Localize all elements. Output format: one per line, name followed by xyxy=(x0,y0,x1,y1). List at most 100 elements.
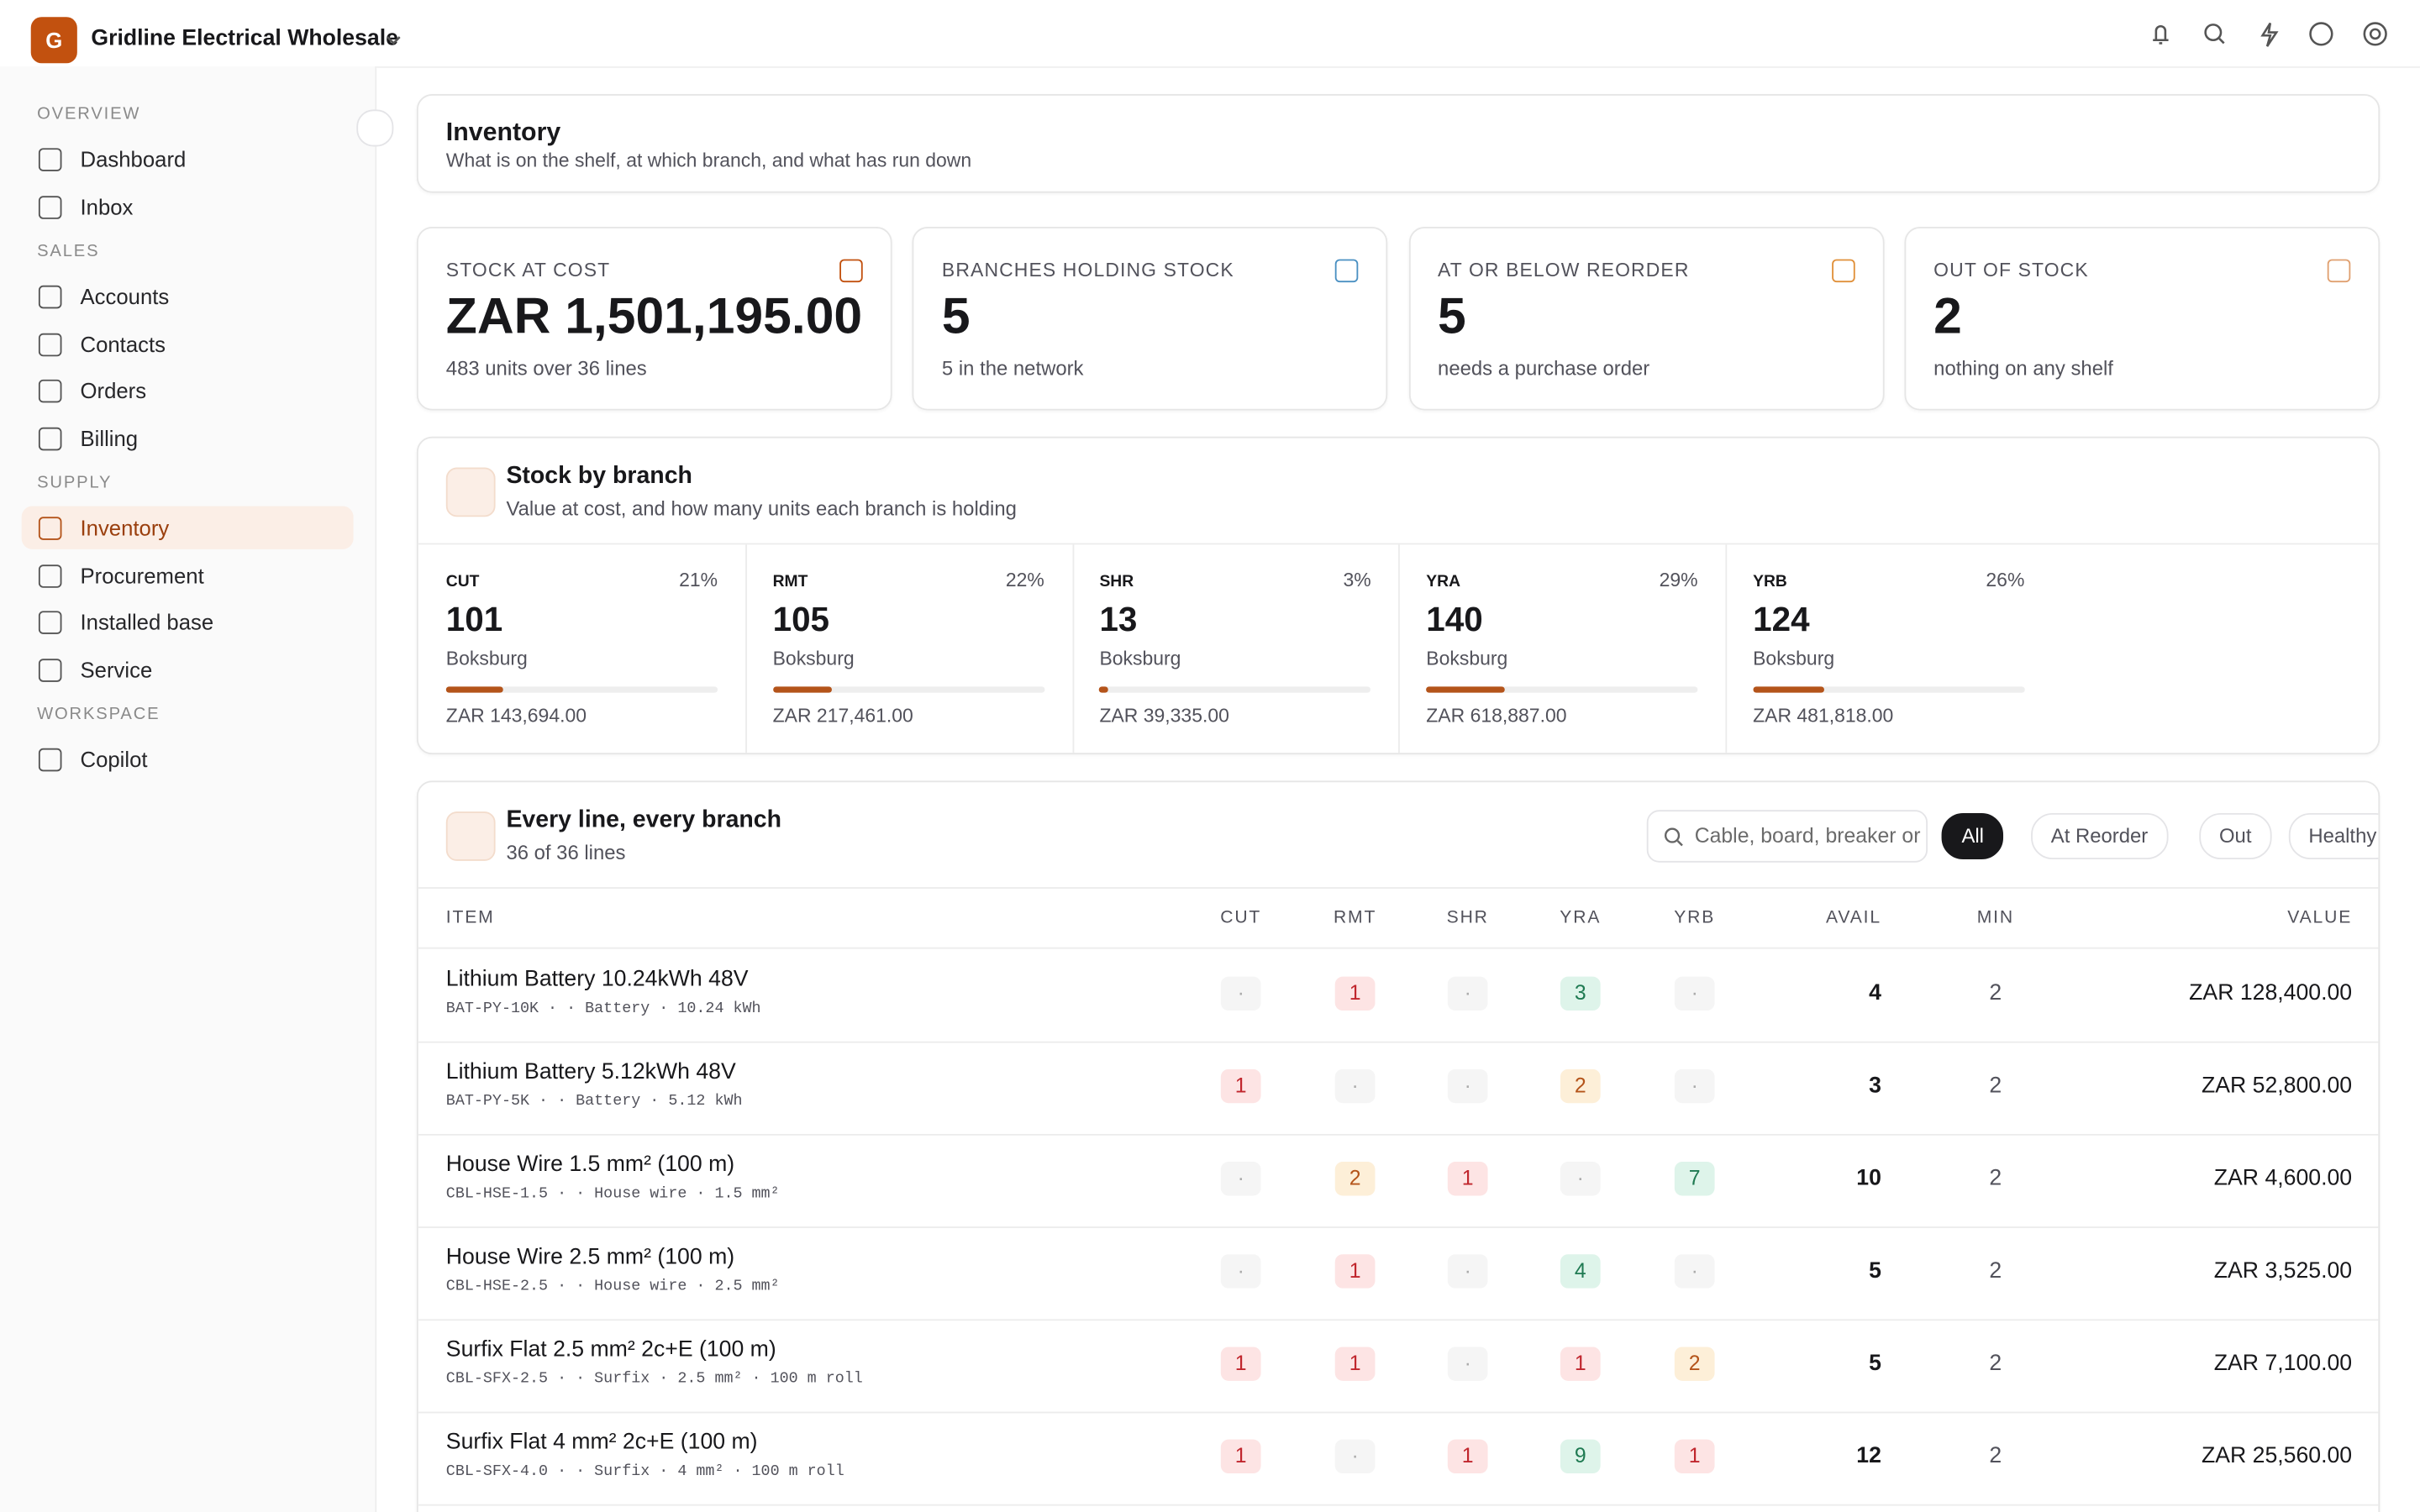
kpi-icon xyxy=(1831,259,1854,283)
branch-code: CUT xyxy=(445,572,480,591)
nav-icon xyxy=(38,658,62,681)
column-header: CUT xyxy=(1220,908,1262,927)
stock-badge: · xyxy=(1447,1254,1488,1289)
branch-units: 140 xyxy=(1426,600,1483,639)
line-value: ZAR 52,800.00 xyxy=(2201,1074,2353,1099)
table-row[interactable]: Lithium Battery 5.12kWh 48V BAT-PY-5K · ·… xyxy=(418,1042,2379,1136)
kpi-note: 5 in the network xyxy=(941,356,1084,380)
branch-cell: YRA 29% 140 Boksburg ZAR 618,887.00 xyxy=(1398,544,1728,753)
page-header: Inventory What is on the shelf, at which… xyxy=(416,94,2381,193)
stock-badge: 1 xyxy=(1447,1439,1488,1474)
branch-value: ZAR 39,335.00 xyxy=(1099,705,1229,727)
filter-pill[interactable]: Healthy xyxy=(2288,812,2379,860)
nav-icon xyxy=(38,379,62,403)
kpi-value: ZAR 1,501,195.00 xyxy=(445,286,863,344)
workspace-logo[interactable]: G xyxy=(30,17,77,64)
stock-badge: 1 xyxy=(1674,1439,1715,1474)
nav-item[interactable]: Procurement xyxy=(22,553,354,596)
item-name: House Wire 1.5 mm² (100 m) xyxy=(445,1152,735,1178)
branch-code: YRA xyxy=(1426,572,1461,591)
branch-share: 29% xyxy=(1659,569,1698,591)
branch-value: ZAR 217,461.00 xyxy=(772,705,913,727)
search-box[interactable]: Cable, board, breaker or SKU xyxy=(1646,810,1928,863)
sidebar xyxy=(0,66,377,1512)
table-row[interactable]: House Wire 1.5 mm² (100 m) CBL-HSE-1.5 · … xyxy=(418,1134,2379,1229)
item-name: Lithium Battery 10.24kWh 48V xyxy=(445,967,749,992)
stock-badge: 1 xyxy=(1220,1068,1261,1104)
nav-item[interactable]: Orders xyxy=(22,369,354,412)
filter-pill[interactable]: At Reorder xyxy=(2030,812,2169,860)
table-card: Every line, every branch 36 of 36 lines … xyxy=(416,780,2381,1512)
branch-title: Stock by branch xyxy=(506,463,692,490)
stock-badge: 1 xyxy=(1220,1439,1261,1474)
avail: 10 xyxy=(1856,1166,1881,1191)
nav-item[interactable]: Accounts xyxy=(22,275,354,318)
branch-city: Boksburg xyxy=(1099,648,1181,670)
kpi-label: BRANCHES HOLDING STOCK xyxy=(941,259,1234,281)
chevron[interactable] xyxy=(384,31,402,50)
line-value: ZAR 7,100.00 xyxy=(2213,1351,2353,1377)
item-meta: CBL-SFX-2.5 · · Surfix · 2.5 mm² · 100 m… xyxy=(445,1371,863,1389)
branch-units: 124 xyxy=(1753,600,1810,639)
toolbar-icons[interactable] xyxy=(2145,18,2392,50)
branch-city: Boksburg xyxy=(1426,648,1508,670)
branch-icon xyxy=(445,467,496,517)
nav-icon xyxy=(38,426,62,450)
nav-item[interactable]: Installed base xyxy=(22,600,354,643)
min: 2 xyxy=(1989,1166,2002,1191)
stock-badge: 1 xyxy=(1334,1347,1376,1381)
kpi-card: AT OR BELOW REORDER 5 needs a purchase ord… xyxy=(1408,226,1884,411)
table-subtitle: 36 of 36 lines xyxy=(506,841,626,864)
share-bar xyxy=(1753,686,1824,693)
avail: 4 xyxy=(1869,981,1881,1006)
page-subtitle: What is on the shelf, at which branch, a… xyxy=(445,150,972,171)
share-track xyxy=(1753,686,2025,693)
kpi-card: STOCK AT COST ZAR 1,501,195.00 483 units o… xyxy=(416,226,892,411)
branch-share: 21% xyxy=(679,569,718,591)
min: 2 xyxy=(1989,1351,2002,1377)
search-icon xyxy=(1664,827,1683,847)
stock-badge: · xyxy=(1334,1439,1376,1474)
table-icon xyxy=(445,811,496,861)
divider xyxy=(418,543,2379,545)
kpi-card: BRANCHES HOLDING STOCK 5 5 in the network xyxy=(913,226,1388,411)
line-value: ZAR 128,400.00 xyxy=(2189,981,2353,1006)
share-bar xyxy=(445,686,503,693)
filter-pill[interactable]: Out xyxy=(2199,812,2272,860)
branch-city: Boksburg xyxy=(1753,648,1835,670)
kpi-icon xyxy=(2327,259,2351,283)
branch-value: ZAR 481,818.00 xyxy=(1753,705,1894,727)
workspace-name[interactable]: Gridline Electrical Wholesale xyxy=(91,26,398,51)
table-row[interactable]: Lithium Battery 10.24kWh 48V BAT-PY-10K ·… xyxy=(418,949,2379,1043)
nav-item[interactable]: Dashboard xyxy=(22,137,354,180)
table-row[interactable]: Surfix Flat 4 mm² 2c+E (100 m) CBL-SFX-4.… xyxy=(418,1412,2379,1506)
nav-item[interactable]: Inventory xyxy=(21,506,354,549)
table-row[interactable]: House Wire 2.5 mm² (100 m) CBL-HSE-2.5 · … xyxy=(418,1226,2379,1321)
item-name: Lithium Battery 5.12kWh 48V xyxy=(445,1059,736,1085)
stock-badge: · xyxy=(1220,976,1261,1011)
nav-group-label: SALES xyxy=(37,242,100,261)
nav-item[interactable]: Service xyxy=(22,647,354,690)
branch-cell: SHR 3% 13 Boksburg ZAR 39,335.00 xyxy=(1071,544,1401,753)
min: 2 xyxy=(1989,1074,2002,1099)
nav-group-label: SUPPLY xyxy=(37,473,113,492)
filter-pill[interactable]: All xyxy=(1941,812,2004,860)
kpi-value: 5 xyxy=(1438,286,1466,344)
branch-units: 101 xyxy=(445,600,503,639)
nav-item[interactable]: Copilot xyxy=(22,738,354,780)
kpi-value: 2 xyxy=(1933,286,1962,344)
nav-item[interactable]: Inbox xyxy=(22,184,354,227)
item-meta: CBL-HSE-1.5 · · House wire · 1.5 mm² xyxy=(445,1186,780,1204)
nav-item[interactable]: Contacts xyxy=(22,322,354,365)
table-row[interactable]: Surfix Flat 2.5 mm² 2c+E (100 m) CBL-SFX-… xyxy=(418,1319,2379,1414)
nav-item[interactable]: Billing xyxy=(22,416,354,459)
branch-city: Boksburg xyxy=(445,648,528,670)
nav-icon xyxy=(38,332,62,356)
nav-icon xyxy=(38,148,62,171)
stock-badge: 2 xyxy=(1674,1347,1715,1381)
pin-button[interactable] xyxy=(356,109,394,147)
branch-card: Stock by branch Value at cost, and how m… xyxy=(416,436,2381,755)
stock-badge: · xyxy=(1334,1068,1376,1104)
item-meta: CBL-HSE-2.5 · · House wire · 2.5 mm² xyxy=(445,1278,780,1296)
